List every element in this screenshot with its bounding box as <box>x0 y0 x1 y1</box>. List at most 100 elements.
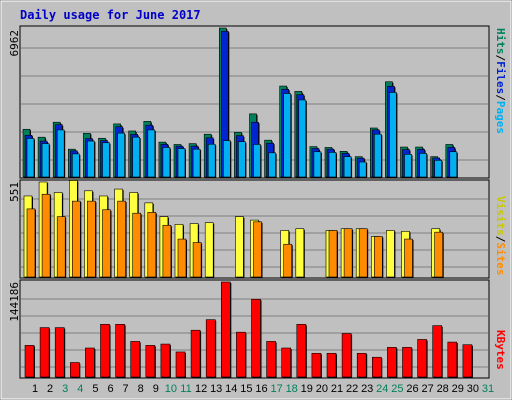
bar-sites-day-1 <box>26 208 36 278</box>
bar-kbytes-day-20 <box>311 352 322 378</box>
bar-kbytes-day-18 <box>281 347 292 378</box>
bar-kbytes-day-23 <box>356 352 367 378</box>
bar-kbytes-day-15 <box>236 331 246 378</box>
bar-pages-day-16 <box>253 144 261 178</box>
legend-pages: Pages <box>494 101 507 134</box>
bar-kbytes-day-30 <box>462 344 473 378</box>
bar-sites-day-23 <box>358 228 368 278</box>
bar-sites-day-5 <box>87 200 96 278</box>
bar-pages-day-8 <box>132 136 140 178</box>
day-label-12: 12 <box>195 383 207 395</box>
bar-kbytes-day-27 <box>417 339 427 378</box>
day-label-25: 25 <box>391 383 403 395</box>
bar-pages-day-21 <box>328 152 337 178</box>
bar-visits-day-13 <box>204 222 214 278</box>
bar-pages-day-7 <box>117 132 125 178</box>
bar-sites-day-18 <box>283 243 293 278</box>
legend-separator: / <box>494 94 507 101</box>
bar-pages-day-17 <box>268 152 276 178</box>
legend-visits: Visits <box>494 196 507 236</box>
day-labels: 1 2 3 4 5 6 7 8 9 10 11 12 13 14 15 16 17 18 19 20 21 22 23 24 2… <box>32 383 494 395</box>
bar-sites-day-7 <box>117 200 126 278</box>
day-label-26: 26 <box>406 383 418 395</box>
day-label-18: 18 <box>286 383 298 395</box>
bottom-legend: KBytes <box>494 330 507 370</box>
bar-pages-day-1 <box>26 138 35 178</box>
top-max-label: 6962 <box>8 30 21 57</box>
day-label-4: 4 <box>77 383 83 395</box>
bar-sites-day-24 <box>373 236 383 278</box>
bar-kbytes-day-10 <box>160 343 171 378</box>
bar-pages-day-19 <box>298 99 307 178</box>
day-label-7: 7 <box>123 383 129 395</box>
day-label-1: 1 <box>32 383 38 395</box>
bar-pages-day-24 <box>373 133 382 178</box>
day-label-29: 29 <box>452 383 464 395</box>
bar-pages-day-20 <box>313 151 322 178</box>
bar-kbytes-day-1 <box>24 345 35 378</box>
bar-visits-day-15 <box>235 216 244 278</box>
day-label-23: 23 <box>361 383 373 395</box>
bar-pages-day-28 <box>434 160 443 178</box>
bars-layer <box>22 27 473 378</box>
day-label-24: 24 <box>376 383 388 395</box>
day-label-27: 27 <box>421 383 433 395</box>
bar-kbytes-day-21 <box>326 352 337 378</box>
bar-kbytes-day-7 <box>115 323 125 378</box>
bar-kbytes-day-13 <box>205 319 216 378</box>
day-label-17: 17 <box>270 383 282 395</box>
bar-sites-day-26 <box>404 238 413 278</box>
bar-pages-day-9 <box>147 129 156 178</box>
day-label-15: 15 <box>240 383 252 395</box>
bar-kbytes-day-25 <box>387 347 397 378</box>
bar-kbytes-day-16 <box>251 298 261 378</box>
bar-sites-day-2 <box>41 193 51 278</box>
bar-kbytes-day-2 <box>39 327 50 378</box>
bar-visits-day-25 <box>386 230 395 278</box>
bar-kbytes-day-14 <box>221 281 231 378</box>
bar-kbytes-day-29 <box>447 341 458 378</box>
bar-pages-day-10 <box>162 147 171 178</box>
bar-pages-day-15 <box>238 141 246 178</box>
day-label-30: 30 <box>467 383 479 395</box>
bar-pages-day-18 <box>283 93 292 178</box>
bar-kbytes-day-9 <box>145 345 156 378</box>
day-label-9: 9 <box>153 383 159 395</box>
bar-sites-day-4 <box>72 200 81 278</box>
bar-kbytes-day-19 <box>296 323 307 378</box>
top-legend: Hits/Files/Pages <box>494 28 507 134</box>
day-label-10: 10 <box>165 383 177 395</box>
bar-kbytes-day-3 <box>54 327 65 378</box>
bar-kbytes-day-8 <box>130 341 140 378</box>
bar-pages-day-13 <box>207 143 216 178</box>
day-label-8: 8 <box>138 383 144 395</box>
legend-files: Files <box>494 61 507 94</box>
legend-kbytes: KBytes <box>494 330 507 370</box>
bar-pages-day-14 <box>223 140 231 178</box>
bar-pages-day-25 <box>389 92 397 178</box>
bar-kbytes-day-4 <box>70 362 80 378</box>
day-label-16: 16 <box>255 383 267 395</box>
day-label-20: 20 <box>316 383 328 395</box>
day-label-31: 31 <box>482 383 494 395</box>
bar-kbytes-day-11 <box>175 351 186 378</box>
day-label-3: 3 <box>62 383 68 395</box>
day-label-21: 21 <box>331 383 343 395</box>
bar-kbytes-day-24 <box>371 356 382 378</box>
bar-kbytes-day-22 <box>341 333 352 378</box>
bar-pages-day-11 <box>177 148 186 178</box>
bar-kbytes-day-26 <box>402 347 412 378</box>
bar-kbytes-day-28 <box>432 325 443 378</box>
bar-pages-day-26 <box>404 154 412 178</box>
middle-legend: Visits/Sites <box>494 196 507 276</box>
bar-pages-day-23 <box>358 161 367 178</box>
day-label-28: 28 <box>437 383 449 395</box>
bar-pages-day-12 <box>192 148 201 178</box>
bar-pages-day-6 <box>102 142 110 178</box>
bar-pages-day-22 <box>343 156 352 178</box>
day-label-14: 14 <box>225 383 237 395</box>
legend-separator: / <box>494 236 507 243</box>
day-label-11: 11 <box>180 383 191 395</box>
bar-pages-day-4 <box>72 153 80 178</box>
middle-max-label: 551 <box>8 182 21 202</box>
